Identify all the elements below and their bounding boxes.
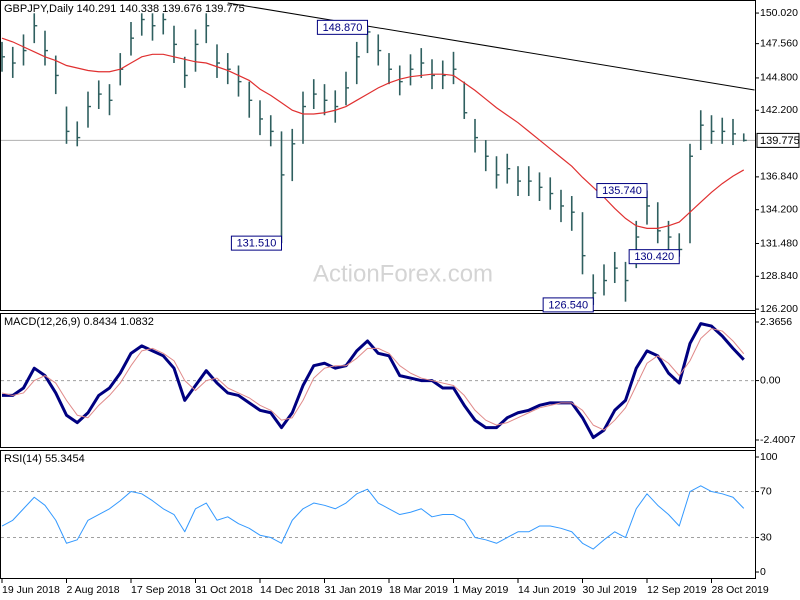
last-price-label: 139.775 (760, 135, 800, 147)
moving-average (1, 37, 745, 229)
panel-title: GBPJPY,Daily 140.291 140.338 139.676 139… (4, 3, 245, 15)
indicator-line (1, 328, 745, 431)
y-tick-label: 128.840 (760, 270, 798, 282)
annotation-box (542, 297, 594, 313)
x-tick-label: 30 Jul 2019 (583, 584, 637, 596)
y-tick-label: 144.800 (760, 72, 798, 84)
annotation-label: 130.420 (634, 251, 674, 263)
y-tick-label: 70 (760, 485, 772, 497)
annotation-label: 126.540 (548, 299, 588, 311)
x-tick-label: 12 Sep 2019 (647, 584, 707, 596)
panel-title: RSI(14) 55.3454 (4, 453, 85, 465)
last-price-box (756, 132, 800, 148)
watermark: ActionForex.com (313, 260, 493, 287)
x-tick-label: 14 Jun 2019 (518, 584, 576, 596)
y-tick-label: 150.020 (760, 7, 798, 19)
y-tick-label: 147.560 (760, 37, 798, 49)
annotation-box (316, 19, 368, 35)
y-tick-label: 136.840 (760, 171, 798, 183)
annotation-label: 135.740 (602, 185, 642, 197)
annotation-label: 148.870 (323, 22, 363, 34)
annotation-label: 131.510 (237, 238, 277, 250)
x-tick-label: 31 Oct 2018 (196, 584, 253, 596)
y-tick-label: 0.00 (760, 374, 781, 386)
x-tick-label: 14 Dec 2018 (260, 584, 320, 596)
y-tick-label: 30 (760, 531, 772, 543)
x-tick-label: 31 Jan 2019 (325, 584, 383, 596)
x-tick-label: 1 May 2019 (454, 584, 509, 596)
x-tick-label: 17 Sep 2018 (131, 584, 191, 596)
y-tick-label: 0 (760, 566, 766, 578)
x-tick-label: 19 Jun 2018 (2, 584, 60, 596)
y-tick-label: 142.200 (760, 104, 798, 116)
y-tick-label: 134.200 (760, 203, 798, 215)
x-tick-label: 28 Oct 2019 (712, 584, 769, 596)
y-tick-label: 131.480 (760, 237, 798, 249)
x-tick-label: 2 Aug 2018 (67, 584, 120, 596)
trendline (227, 2, 755, 91)
annotation-box (628, 249, 680, 265)
panel-title: MACD(12,26,9) 0.8434 1.0832 (4, 316, 154, 328)
y-tick-label: 2.3656 (760, 316, 792, 328)
y-tick-label: 126.200 (760, 303, 798, 315)
annotation-box (596, 183, 648, 199)
indicator-line (1, 485, 745, 550)
annotation-box (230, 235, 282, 251)
indicator-line (2, 322, 745, 440)
y-tick-label: 100 (760, 451, 778, 463)
x-tick-label: 18 Mar 2019 (389, 584, 448, 596)
y-tick-label: -2.4007 (760, 434, 796, 446)
